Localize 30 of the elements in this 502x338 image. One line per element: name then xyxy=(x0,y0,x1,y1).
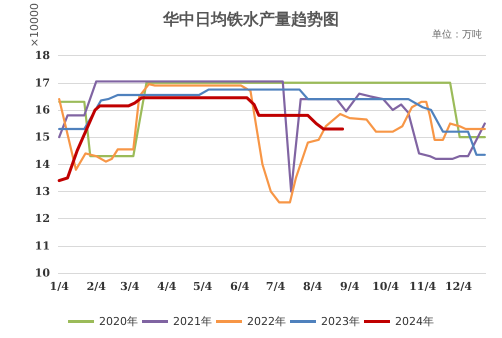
x-tick-label: 3/4 xyxy=(120,280,140,293)
legend-label: 2022年 xyxy=(247,315,286,328)
x-tick-label: 2/4 xyxy=(86,280,106,293)
legend-label: 2023年 xyxy=(320,315,360,328)
y-tick-label: 16 xyxy=(34,103,50,116)
text: 单位：万吨 xyxy=(432,28,482,40)
x-tick-label: 10/4 xyxy=(372,280,400,293)
x-tick-label: 11/4 xyxy=(409,280,436,293)
legend-label: 2024年 xyxy=(394,315,434,328)
x-tick-label: 9/4 xyxy=(340,280,360,293)
line-series xyxy=(58,96,344,182)
y-axis-title: ×10000 xyxy=(28,3,41,48)
y-tick-label: 14 xyxy=(34,158,50,171)
y-tick-label: 17 xyxy=(34,76,50,90)
legend-label: 2020年 xyxy=(99,315,138,328)
x-tick-label: 6/4 xyxy=(230,280,250,293)
x-tick-label: 7/4 xyxy=(266,280,286,293)
x-tick-label: 1/4 xyxy=(50,280,70,293)
x-tick-label: 4/4 xyxy=(157,280,177,293)
legend-label: 2021年 xyxy=(173,315,212,328)
y-tick-label: 11 xyxy=(34,239,50,252)
y-tick-label: 12 xyxy=(34,212,50,226)
chart-title: 华中日均铁水产量趋势图 xyxy=(162,10,339,28)
x-tick-label: 12/4 xyxy=(445,280,472,293)
y-tick-label: 18 xyxy=(34,49,50,62)
x-tick-label: 8/4 xyxy=(302,280,323,293)
y-tick-label: 10 xyxy=(34,266,50,280)
y-tick-label: 13 xyxy=(34,184,50,198)
y-tick-label: 15 xyxy=(34,130,50,144)
x-tick-label: 5/4 xyxy=(192,280,213,293)
